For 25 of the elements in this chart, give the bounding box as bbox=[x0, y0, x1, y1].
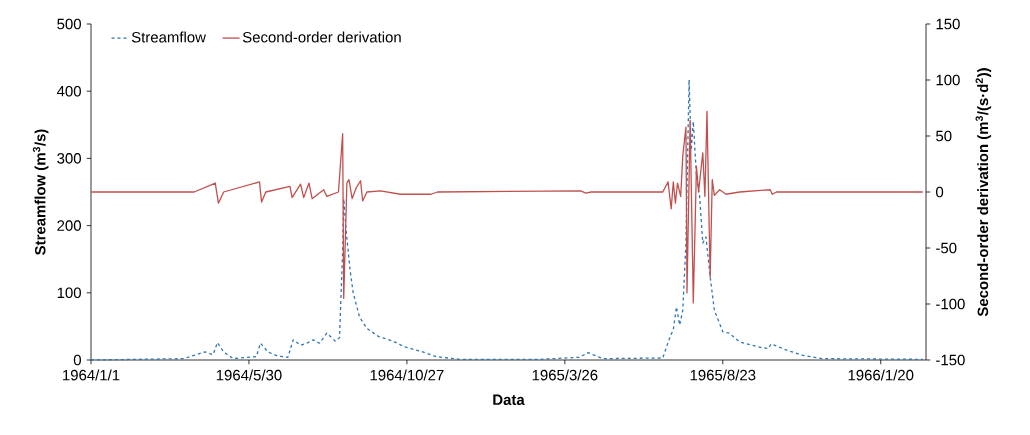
y2-tick-label: 0 bbox=[936, 186, 944, 198]
y-tick-label: 200 bbox=[57, 220, 81, 231]
y2-axis-title: Second-order derivation (m$^{3}$/(s·d$^{2}$)) bbox=[975, 68, 992, 317]
y-axis-title: Streamflow (m$^{3}$/s) bbox=[32, 129, 49, 255]
x-tick-label: 1964/1/1 bbox=[63, 369, 120, 381]
line-series bbox=[90, 110, 924, 304]
legend-label: Second-order derivation bbox=[242, 31, 401, 43]
x-tick-label: 1964/10/27 bbox=[370, 369, 444, 381]
y-tick-label: 300 bbox=[57, 153, 81, 164]
y2-tick-label: 100 bbox=[936, 74, 960, 86]
x-tick-label: 1965/3/26 bbox=[532, 369, 598, 381]
y2-tick-label: -50 bbox=[936, 242, 957, 254]
y2-tick-label: -100 bbox=[936, 298, 965, 310]
y-tick-label: 500 bbox=[57, 18, 81, 30]
y-tick-label: 400 bbox=[56, 85, 81, 97]
y2-tick-label: -150 bbox=[936, 354, 965, 366]
y2-tick-label: 50 bbox=[936, 130, 952, 142]
y-tick-label: 0 bbox=[73, 354, 81, 366]
x-axis-title: Data bbox=[493, 394, 525, 405]
x-tick-label: 1964/5/30 bbox=[216, 369, 282, 381]
y-tick-label: 100 bbox=[57, 287, 81, 299]
x-tick-label: 1965/8/23 bbox=[690, 369, 756, 381]
legend-label: Streamflow bbox=[131, 31, 206, 43]
y2-tick-label: 150 bbox=[936, 18, 960, 30]
x-tick-label: 1966/1/20 bbox=[848, 369, 914, 381]
